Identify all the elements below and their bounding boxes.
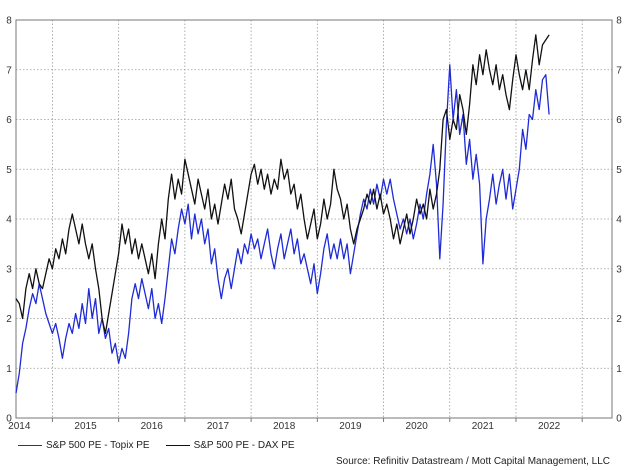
legend: S&P 500 PE - Topix PE S&P 500 PE - DAX P… [18, 440, 311, 451]
legend-label-topix: S&P 500 PE - Topix PE [46, 440, 150, 451]
x-tick-label: 2019 [339, 421, 362, 432]
y-tick-label-right: 6 [616, 115, 622, 126]
x-tick-label: 2014 [8, 421, 31, 432]
y-tick-label-left: 0 [6, 414, 12, 425]
x-tick-label: 2017 [207, 421, 230, 432]
y-tick-label-left: 5 [6, 165, 12, 176]
gridlines [16, 20, 612, 418]
legend-swatch-topix [18, 445, 42, 446]
y-tick-label-right: 2 [616, 314, 622, 325]
y-tick-label-right: 4 [616, 215, 622, 226]
y-tick-label-left: 4 [6, 215, 12, 226]
y-axis-right: 0 1 2 3 4 5 6 7 8 [616, 16, 622, 425]
x-tick-label: 2018 [273, 421, 296, 432]
y-tick-label-left: 7 [6, 65, 12, 76]
legend-item-dax: S&P 500 PE - DAX PE [165, 440, 295, 451]
source-note: Source: Refinitiv Datastream / Mott Capi… [335, 456, 610, 467]
x-tick-label: 2015 [74, 421, 97, 432]
plot-frame [15, 19, 613, 419]
x-tick-label: 2016 [141, 421, 164, 432]
series-line-topix [15, 64, 550, 394]
y-tick-label-left: 6 [6, 115, 12, 126]
y-tick-label-left: 2 [6, 314, 12, 325]
y-tick-label-left: 1 [6, 364, 12, 375]
y-tick-label-left: 3 [6, 264, 12, 275]
y-tick-label-right: 5 [616, 165, 622, 176]
y-tick-label-right: 8 [616, 16, 622, 27]
y-tick-label-right: 3 [616, 264, 622, 275]
y-tick-label-right: 7 [616, 65, 622, 76]
series-group [15, 34, 550, 394]
legend-swatch-dax [165, 445, 190, 446]
x-axis: 2014 2015 2016 2017 2018 2019 2020 2021 2022 [8, 418, 583, 432]
y-tick-label-right: 1 [616, 364, 622, 375]
y-tick-label-left: 8 [6, 16, 12, 27]
y-tick-label-right: 0 [616, 414, 622, 425]
x-tick-label: 2020 [406, 421, 429, 432]
legend-label-dax: S&P 500 PE - DAX PE [193, 440, 295, 451]
x-tick-label: 2022 [538, 421, 561, 432]
series-line-dax [15, 34, 550, 335]
legend-item-topix: S&P 500 PE - Topix PE [18, 440, 150, 451]
x-tick-label: 2021 [472, 421, 495, 432]
y-axis-left: 0 1 2 3 4 5 6 7 8 [6, 16, 12, 425]
